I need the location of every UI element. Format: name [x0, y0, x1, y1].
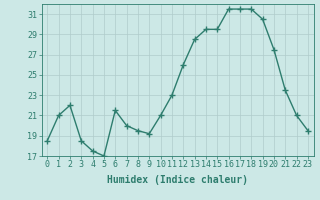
X-axis label: Humidex (Indice chaleur): Humidex (Indice chaleur)	[107, 175, 248, 185]
